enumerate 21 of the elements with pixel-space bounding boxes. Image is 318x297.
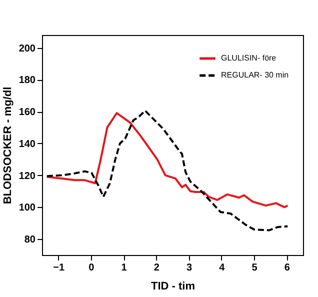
y-tick-label: 160 [18, 107, 36, 118]
y-tick-label: 120 [18, 170, 36, 182]
y-tick-label: 200 [18, 43, 36, 54]
y-axis-title: BLODSOCKER - mg/dl [2, 86, 14, 204]
y-tick-label: 140 [18, 138, 36, 150]
line-series [46, 110, 289, 232]
y-tick-label: 100 [18, 202, 36, 214]
legend-label: REGULAR- 30 min [221, 70, 289, 80]
y-tick-label: 180 [18, 75, 36, 86]
x-axis-title: TID - tim [151, 280, 196, 292]
x-tick-label: 0 [88, 262, 95, 274]
x-tick-label: 2 [154, 262, 160, 274]
x-tick-label: 6 [284, 262, 290, 274]
x-tick-label: 3 [186, 262, 193, 274]
y-tick-label: 80 [24, 234, 36, 246]
legend-label: GLULISIN- före [221, 54, 277, 62]
x-tick-label: 4 [219, 262, 226, 274]
x-tick-label: 1 [121, 262, 128, 274]
line-series [46, 112, 289, 208]
x-tick-label: 5 [252, 262, 258, 274]
x-tick-label: −1 [53, 262, 65, 274]
